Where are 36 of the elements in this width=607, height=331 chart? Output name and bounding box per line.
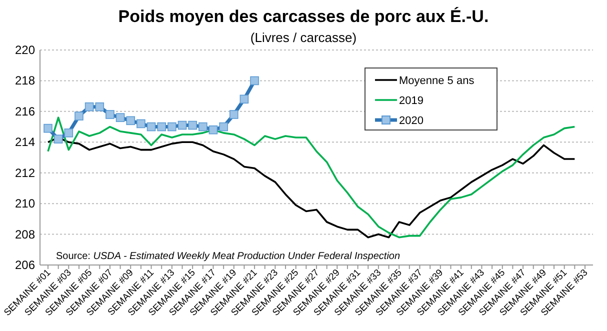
y-tick-label: 216	[14, 104, 36, 118]
point	[44, 124, 52, 133]
y-tick-label: 214	[14, 135, 36, 150]
annotation: Source: USDA - Estimated Weekly Meat Production Under Federal Inspection	[56, 251, 400, 262]
y-tick-label: 212	[14, 166, 36, 180]
point	[84, 102, 94, 112]
point	[95, 102, 104, 112]
y-tick-label: 208	[14, 227, 36, 242]
point	[168, 122, 176, 132]
point	[240, 94, 249, 104]
point	[157, 122, 166, 132]
point	[229, 110, 238, 119]
point	[64, 128, 74, 138]
point	[250, 76, 259, 86]
point	[208, 125, 218, 134]
legend-label: 2020	[399, 115, 424, 127]
point	[74, 112, 84, 120]
chart-title: Poids moyen des carcasses de porc aux É.-U.	[118, 6, 489, 26]
point	[146, 122, 156, 132]
y-tick-label: 210	[14, 196, 36, 211]
line-series	[47, 116, 576, 238]
point	[54, 134, 63, 144]
point	[106, 110, 114, 119]
point	[188, 120, 197, 130]
legend-label: 2019	[399, 95, 424, 107]
y-tick-label: 206	[14, 258, 36, 272]
legend-label: Moyenne 5 ans	[399, 75, 475, 87]
point	[126, 116, 136, 126]
point	[219, 122, 228, 132]
y-tick-label: 218	[14, 74, 36, 88]
point	[178, 120, 187, 130]
point	[198, 122, 208, 132]
point	[136, 119, 146, 128]
y-tick-label: 220	[14, 43, 36, 57]
chart-subtitle: (Livres / carcasse)	[250, 30, 357, 45]
point	[116, 113, 125, 122]
